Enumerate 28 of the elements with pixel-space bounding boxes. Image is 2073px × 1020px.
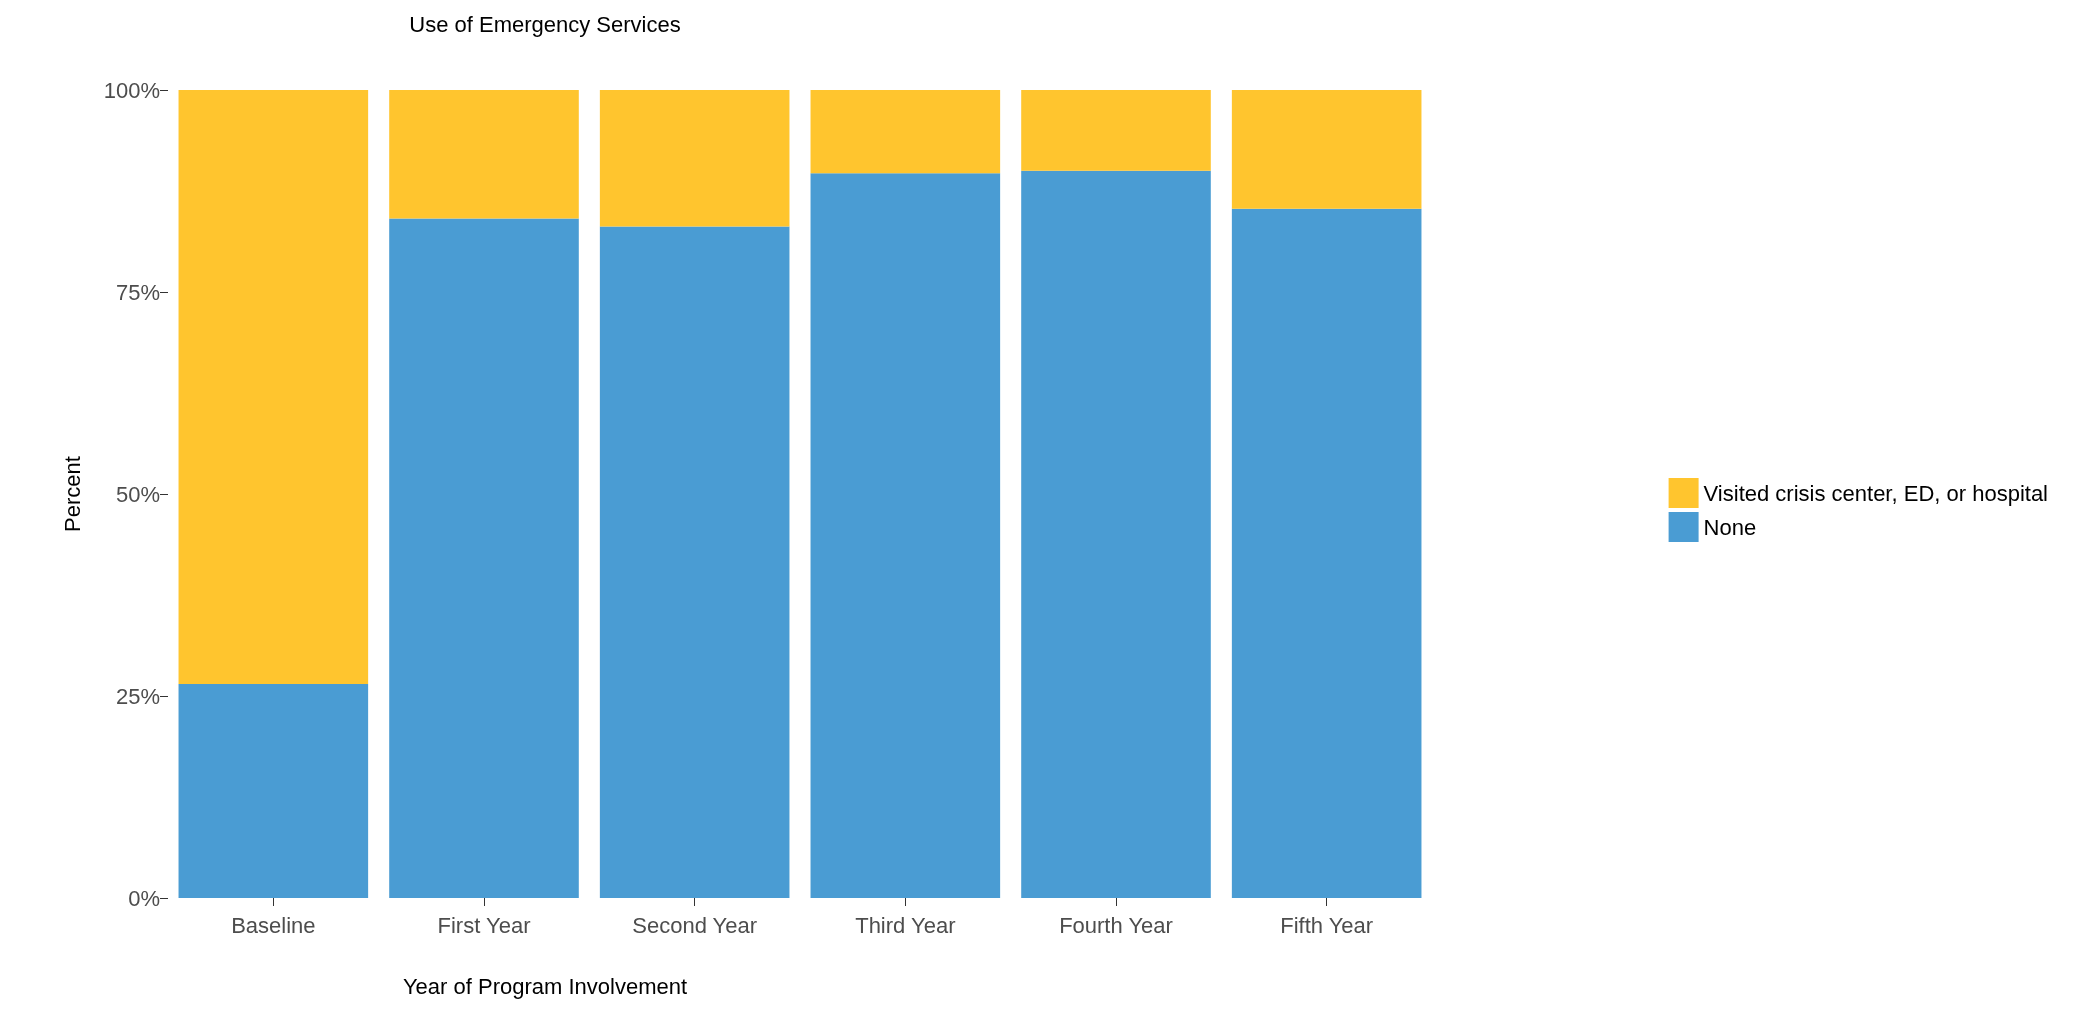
x-tick-label: Fourth Year xyxy=(1059,912,1173,938)
legend-label: Visited crisis center, ED, or hospital xyxy=(1703,480,2048,506)
bar xyxy=(389,218,579,898)
legend-label: None xyxy=(1703,514,1757,540)
chart-title: Use of Emergency Services xyxy=(409,11,681,37)
x-tick-label: First Year xyxy=(437,912,531,938)
bar xyxy=(1231,90,1422,209)
bar xyxy=(178,683,369,898)
y-tick-label: 25% xyxy=(115,683,160,709)
x-tick-label: Fifth Year xyxy=(1280,912,1374,938)
x-tick-label: Second Year xyxy=(632,912,758,938)
bar xyxy=(178,90,369,684)
bar xyxy=(810,90,1001,174)
y-tick-label: 100% xyxy=(103,77,160,103)
y-tick-label: 0% xyxy=(128,885,160,911)
y-tick-label: 50% xyxy=(115,481,160,507)
x-axis-title: Year of Program Involvement xyxy=(402,973,688,999)
bar xyxy=(810,173,1001,898)
x-tick-label: Baseline xyxy=(231,912,316,938)
bar xyxy=(1231,208,1422,898)
bar xyxy=(389,90,579,219)
y-axis-title: Percent xyxy=(59,456,85,532)
y-tick-label: 75% xyxy=(115,279,160,305)
x-tick-label: Third Year xyxy=(855,912,956,938)
bar xyxy=(599,226,790,898)
bar xyxy=(1021,170,1211,898)
bar xyxy=(1021,90,1211,171)
bar xyxy=(599,90,790,227)
